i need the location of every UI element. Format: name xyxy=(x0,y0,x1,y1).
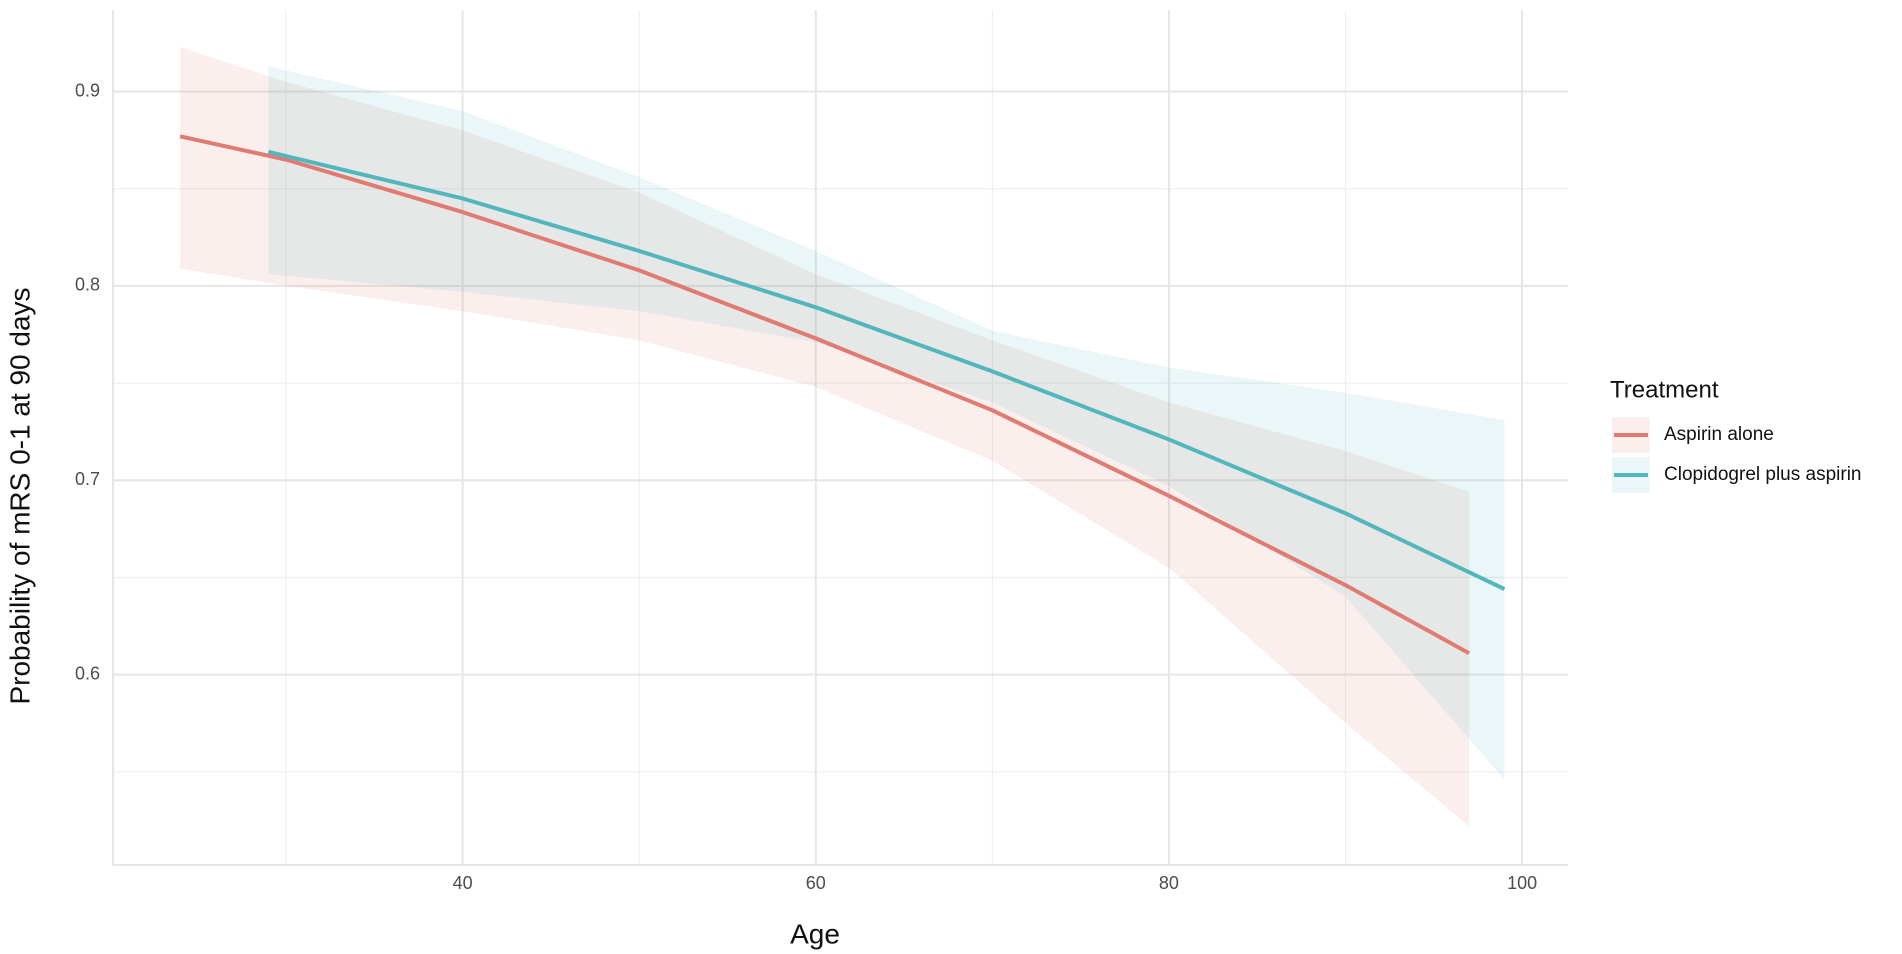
confidence-band xyxy=(268,66,1505,780)
bands xyxy=(180,46,1505,827)
y-axis-title: Probability of mRS 0-1 at 90 days xyxy=(4,287,35,704)
series-line xyxy=(267,149,1506,591)
grid xyxy=(112,10,1568,866)
legend: Treatment Aspirin alone Clopidogrel plus … xyxy=(1610,376,1862,493)
y-tick-label: 0.6 xyxy=(75,663,100,683)
series-line xyxy=(179,134,1471,655)
y-tick-label: 0.7 xyxy=(75,469,100,489)
legend-label: Clopidogrel plus aspirin xyxy=(1664,464,1862,485)
y-tick-label: 0.9 xyxy=(75,80,100,100)
confidence-band xyxy=(180,46,1470,827)
legend-label: Aspirin alone xyxy=(1664,424,1774,445)
x-axis-title: Age xyxy=(790,918,840,949)
x-tick-label: 100 xyxy=(1507,873,1537,893)
lines xyxy=(179,134,1506,655)
legend-title: Treatment xyxy=(1610,376,1719,403)
y-tick-label: 0.8 xyxy=(75,275,100,295)
x-tick-label: 40 xyxy=(453,873,473,893)
ticks: 40 60 80 100 0.6 0.7 0.8 0.9 xyxy=(75,80,1537,892)
x-tick-label: 80 xyxy=(1159,873,1179,893)
x-tick-label: 60 xyxy=(806,873,826,893)
